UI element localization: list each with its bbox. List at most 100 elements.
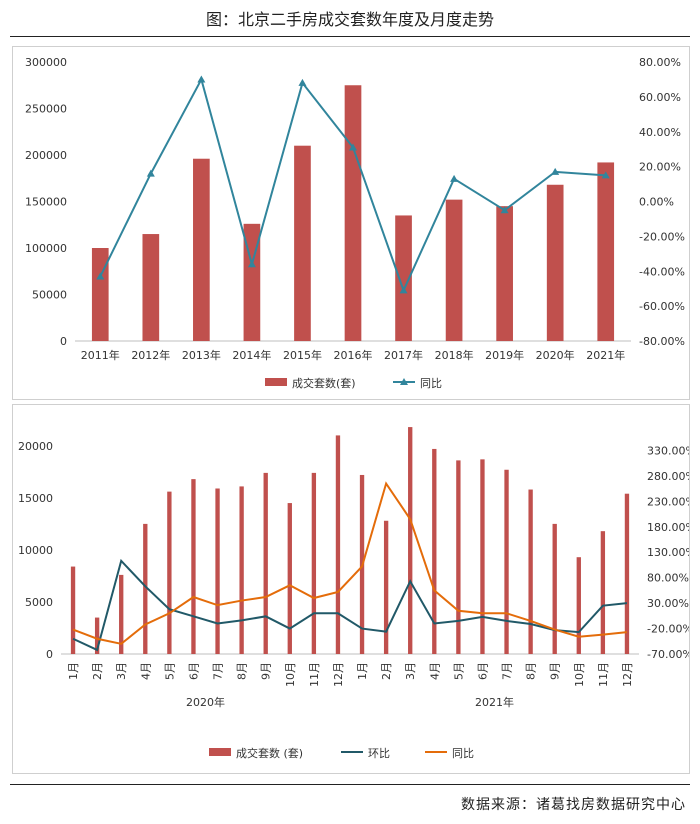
x-tick-label: 2月	[380, 662, 393, 680]
bar	[142, 234, 160, 341]
x-tick-label: 6月	[187, 662, 200, 680]
bar	[191, 479, 196, 654]
y-left-tick-label: 50000	[32, 289, 67, 302]
x-tick-label: 2020年	[536, 348, 575, 362]
bar	[91, 248, 109, 341]
line-point-marker	[450, 174, 459, 182]
page-title: 图：北京二手房成交套数年度及月度走势	[205, 10, 494, 29]
y-left-tick-label: 20000	[18, 440, 53, 453]
bar	[395, 215, 412, 341]
x-tick-label: 12月	[621, 662, 634, 687]
y-right-tick-label: 80.00%	[647, 572, 689, 585]
x-tick-label: 1月	[67, 662, 80, 680]
footer-rule	[10, 784, 690, 785]
x-tick-label: 2014年	[232, 348, 271, 362]
y-right-tick-label: 0.00%	[639, 196, 674, 209]
x-tick-label: 6月	[476, 662, 489, 680]
bar	[287, 503, 292, 654]
bar	[311, 472, 317, 654]
series-line-1	[72, 558, 628, 652]
y-right-tick-label: 80.00%	[639, 56, 681, 69]
x-tick-label: 9月	[260, 662, 273, 680]
x-tick-label: 10月	[284, 662, 297, 687]
y-right-tick-label: -70.00%	[647, 648, 689, 661]
x-tick-label: 2017年	[384, 348, 423, 362]
y-right-tick-label: 230.00%	[647, 495, 689, 508]
series-line-2	[72, 481, 628, 645]
bar	[408, 427, 413, 654]
x-tick-label: 2015年	[283, 348, 322, 362]
y-left-tick-label: 300000	[25, 56, 67, 69]
y-left-tick-label: 0	[60, 335, 67, 348]
bar	[383, 520, 389, 654]
line-point-marker	[601, 171, 610, 179]
x-tick-label: 9月	[549, 662, 562, 680]
x-group-label: 2020年	[186, 695, 225, 709]
line-point-marker	[197, 75, 206, 83]
bar	[193, 158, 210, 341]
bar	[243, 223, 261, 341]
bar	[546, 184, 564, 341]
monthly-chart-panel: 0 5000 10000 15000 20000 -70.00% -20.00% 30.00%…	[12, 404, 696, 774]
x-tick-label: 4月	[428, 662, 441, 680]
bar	[119, 574, 124, 654]
bar	[263, 472, 268, 654]
bar	[504, 469, 509, 654]
line-point-marker	[349, 143, 357, 151]
legend-swatch-bar	[265, 378, 287, 386]
x-tick-label: 2013年	[182, 348, 221, 362]
bar	[496, 206, 513, 341]
bar	[215, 488, 220, 654]
line-point-marker	[500, 206, 509, 214]
y-left-tick-label: 5000	[25, 596, 53, 609]
y-left-tick-label: 0	[46, 648, 53, 661]
annual-chart: 0 50000 100000 150000 200000 250000 300000 -80.…	[25, 56, 685, 390]
legend-label: 同比	[452, 747, 474, 760]
line-point-marker	[96, 272, 105, 280]
y-left-tick-label: 250000	[25, 103, 67, 116]
bar	[445, 199, 463, 341]
legend-swatch-marker	[400, 378, 408, 385]
bar	[456, 460, 461, 654]
bar	[94, 617, 100, 654]
legend-label: 成交套数(套)	[292, 376, 356, 390]
y-left-tick-label: 15000	[18, 492, 53, 505]
bar	[552, 523, 557, 654]
y-right-tick-label: 40.00%	[639, 126, 681, 139]
line-point-marker	[146, 169, 155, 177]
bar	[576, 557, 581, 654]
title-underline	[10, 36, 690, 37]
x-tick-label: 2021年	[586, 348, 625, 362]
x-tick-label: 2016年	[334, 348, 373, 362]
y-right-tick-label: -20.00%	[647, 623, 689, 636]
y-right-tick-label: 130.00%	[647, 546, 689, 559]
legend-label: 成交套数 (套)	[236, 746, 303, 760]
y-right-tick-label: -40.00%	[639, 265, 685, 278]
x-tick-label: 3月	[404, 662, 417, 680]
legend-label: 同比	[420, 377, 442, 390]
x-tick-label: 8月	[236, 662, 249, 680]
x-tick-label: 2011年	[81, 348, 120, 362]
y-right-tick-label: -60.00%	[639, 300, 685, 313]
monthly-chart: 0 5000 10000 15000 20000 -70.00% -20.00% 30.00%…	[18, 427, 696, 760]
y-left-tick-label: 200000	[25, 149, 67, 162]
x-tick-label: 12月	[332, 662, 345, 687]
x-tick-label: 4月	[139, 662, 152, 680]
y-right-tick-label: -20.00%	[639, 230, 685, 243]
x-tick-label: 1月	[356, 662, 369, 680]
bar	[167, 491, 172, 654]
source-note: 数据来源：诸葛找房数据研究中心	[461, 797, 686, 813]
bar	[597, 162, 615, 341]
bar	[143, 523, 148, 654]
x-tick-label: 2018年	[435, 348, 474, 362]
x-tick-label: 11月	[597, 662, 610, 687]
annual-chart-panel: 0 50000 100000 150000 200000 250000 300000 -80.…	[12, 46, 690, 400]
x-tick-label: 2012年	[131, 348, 170, 362]
bar	[70, 566, 76, 654]
bar	[600, 531, 606, 654]
y-right-tick-label: -80.00%	[639, 335, 685, 348]
y-right-tick-label: 180.00%	[647, 521, 689, 534]
x-tick-label: 7月	[212, 662, 225, 680]
y-left-tick-label: 100000	[25, 242, 67, 255]
x-tick-label: 2019年	[485, 348, 524, 362]
